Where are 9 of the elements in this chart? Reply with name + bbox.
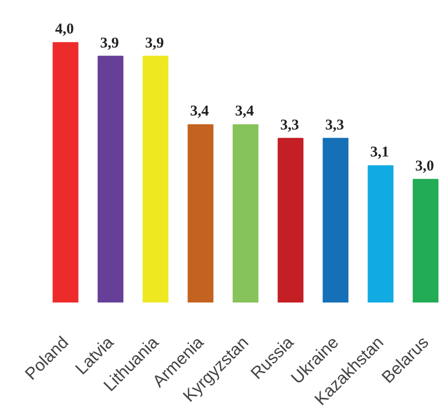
data-label: 3,9 xyxy=(100,35,119,52)
data-label: 4,0 xyxy=(55,22,74,38)
data-label: 3,3 xyxy=(325,117,344,134)
data-label: 3,1 xyxy=(370,144,389,161)
data-label: 3,4 xyxy=(190,104,210,120)
data-label: 3,4 xyxy=(235,104,254,120)
data-label: 3,3 xyxy=(280,117,299,134)
data-label: 3,9 xyxy=(145,35,164,52)
data-label: 3,0 xyxy=(415,158,434,174)
